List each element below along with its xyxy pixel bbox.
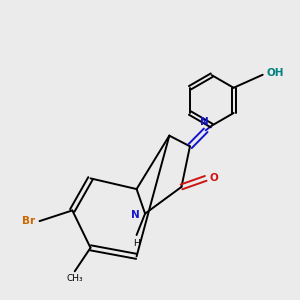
Text: N: N: [131, 210, 140, 220]
Text: N: N: [200, 118, 209, 128]
Text: CH₃: CH₃: [66, 274, 83, 283]
Text: H: H: [133, 239, 140, 248]
Text: Br: Br: [22, 216, 35, 226]
Text: O: O: [210, 173, 219, 183]
Text: OH: OH: [267, 68, 284, 78]
